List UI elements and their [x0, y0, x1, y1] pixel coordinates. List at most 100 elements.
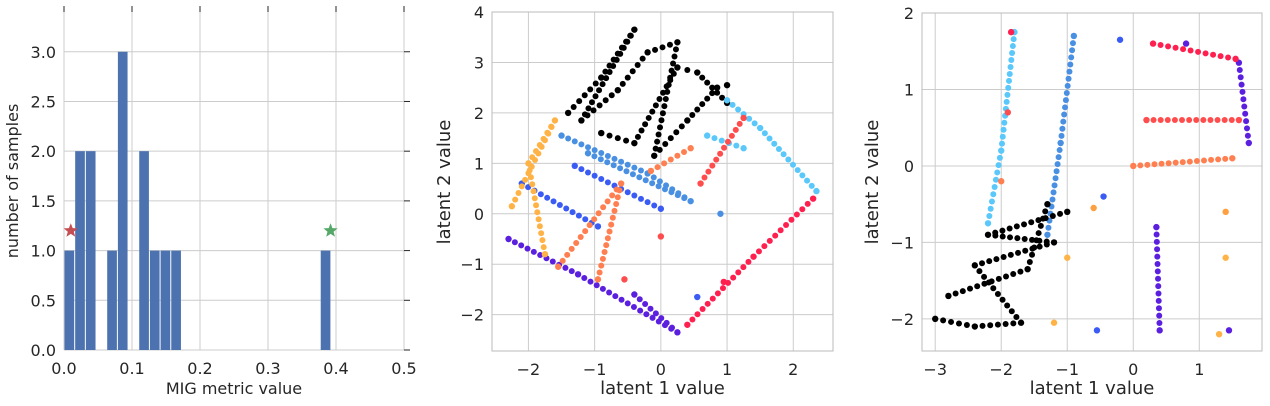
scatter-point: [606, 228, 613, 235]
scatter-point: [992, 176, 999, 183]
scatter-point: [684, 67, 691, 74]
scatter-point: [599, 285, 606, 292]
scatter-point: [1007, 28, 1015, 36]
scatter-point: [565, 135, 572, 142]
scatter-point: [1068, 54, 1075, 61]
scatter-point: [1179, 117, 1186, 124]
scatter-point: [650, 174, 657, 181]
scatter-point: [678, 123, 685, 130]
scatter-point: [1064, 208, 1071, 216]
scatter-point: [631, 164, 638, 171]
scatter-point: [1028, 219, 1035, 226]
scatter-point: [596, 269, 603, 276]
scatter-point: [772, 232, 779, 239]
scatter-point: [1049, 212, 1056, 219]
y-tick-label: 2: [474, 104, 484, 123]
scatter-point: [1155, 283, 1162, 290]
scatter-point: [723, 97, 731, 104]
scatter-point: [932, 315, 939, 323]
scatter-point: [998, 178, 1005, 185]
scatter-point: [1195, 48, 1202, 55]
x-axis-label: latent 1 value: [1030, 378, 1155, 399]
scatter-point: [600, 204, 607, 211]
scatter-point: [564, 109, 572, 117]
scatter-point: [667, 156, 674, 163]
scatter-point: [974, 283, 981, 290]
scatter-point: [598, 150, 605, 157]
scatter-point: [587, 86, 594, 93]
scatter-point: [1156, 312, 1163, 319]
scatter-point: [1007, 63, 1014, 70]
scatter-point: [694, 311, 701, 318]
scatter-point: [619, 80, 626, 87]
scatter-point: [1062, 104, 1069, 111]
scatter-point: [1017, 268, 1024, 275]
scatter-point: [999, 233, 1006, 240]
x-tick-label: 0.1: [119, 359, 144, 378]
scatter-point: [539, 237, 546, 244]
scatter-point: [1054, 161, 1061, 168]
scatter-point: [981, 280, 988, 287]
scatter-point: [544, 129, 551, 136]
scatter-point: [518, 242, 525, 249]
scatter-point: [550, 198, 557, 205]
scatter-point: [1165, 43, 1172, 50]
scatter-point: [1243, 125, 1250, 132]
scatter-point: [639, 55, 646, 62]
scatter-point: [1217, 53, 1224, 60]
scatter-point: [594, 223, 602, 230]
x-axis-label: latent 1 value: [600, 378, 725, 399]
scatter-point: [604, 198, 611, 205]
scatter-point: [617, 165, 624, 172]
scatter-point: [674, 152, 681, 159]
scatter-point: [570, 104, 577, 111]
scatter-point: [645, 114, 652, 121]
scatter-point: [1180, 46, 1187, 53]
scatter-point: [996, 154, 1003, 161]
scatter-point: [599, 255, 606, 262]
scatter-point: [614, 135, 621, 142]
scatter-point: [1009, 50, 1016, 57]
scatter-point: [988, 198, 995, 205]
scatter-point: [751, 120, 758, 127]
scatter-point: [1154, 246, 1161, 253]
scatter-point: [631, 139, 638, 147]
scatter-point: [987, 205, 994, 212]
scatter-point: [655, 183, 662, 190]
scatter-point: [1116, 36, 1124, 43]
y-axis-label: latent 2 value: [434, 120, 455, 245]
x-tick-label: 0: [1128, 360, 1138, 379]
scatter-point: [984, 231, 992, 238]
scatter-point: [730, 274, 737, 281]
scatter-point: [1040, 215, 1047, 222]
scatter-point: [1187, 47, 1194, 54]
scatter-point: [1158, 160, 1165, 167]
scatter-point: [649, 180, 656, 187]
scatter-point: [1000, 126, 1007, 133]
scatter-point: [728, 132, 735, 139]
chart-panel-2: −2 −1 0 1 2 −2 −1 0 1 2 3 4 latent 1 value latent 2 v…: [434, 3, 834, 399]
scatter-point: [1150, 117, 1157, 124]
scatter-point: [596, 102, 603, 109]
scatter-point: [671, 53, 678, 60]
scatter-point: [608, 221, 615, 228]
scatter-point: [711, 135, 718, 142]
scatter-point: [1045, 224, 1052, 231]
scatter-point: [603, 242, 610, 249]
scatter-point: [971, 323, 979, 330]
scatter-point: [631, 192, 638, 199]
histogram-bar: [117, 51, 128, 350]
y-tick-label: 3.0: [31, 43, 56, 62]
scatter-point: [540, 135, 547, 142]
scatter-point: [729, 101, 736, 108]
scatter-point: [1005, 84, 1012, 91]
scatter-point: [813, 187, 820, 195]
scatter-point: [993, 256, 1000, 263]
scatter-point: [1164, 117, 1171, 124]
scatter-point: [667, 135, 674, 142]
histogram-bar: [85, 151, 96, 350]
scatter-point: [568, 268, 575, 275]
x-tick-label: 1: [722, 360, 732, 379]
scatter-point: [735, 106, 742, 113]
scatter-point: [1061, 111, 1068, 118]
